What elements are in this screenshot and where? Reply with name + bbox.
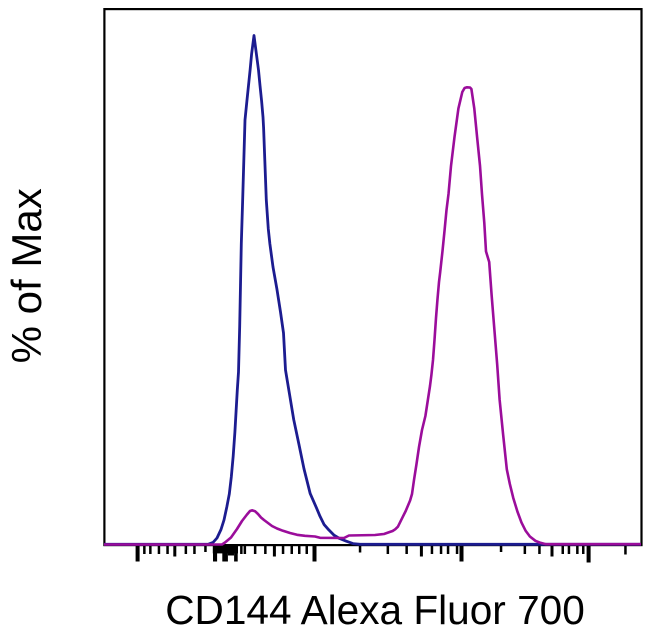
- svg-text:% of Max: % of Max: [3, 188, 50, 363]
- svg-text:CD144 Alexa Fluor 700: CD144 Alexa Fluor 700: [165, 587, 585, 630]
